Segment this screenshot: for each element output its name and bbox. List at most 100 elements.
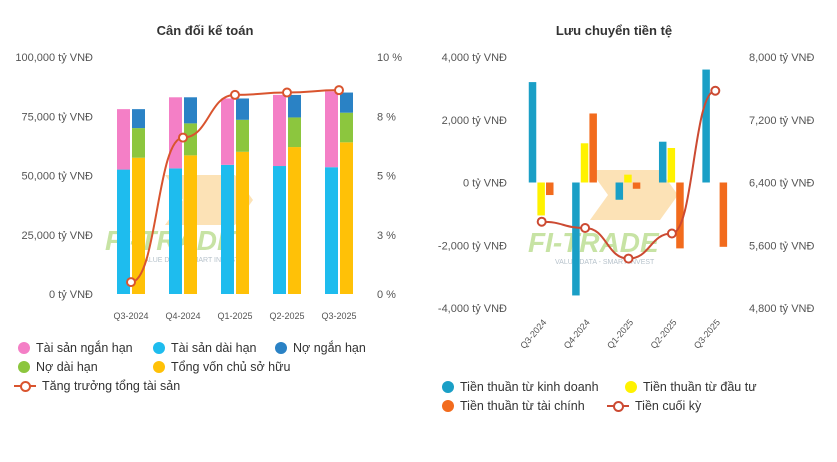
legend-item-tai-san-ngan-han[interactable]: Tài sản ngắn hạn: [18, 341, 133, 355]
bar-segment: [184, 123, 197, 156]
circle-icon: [18, 361, 30, 373]
legend-label: Tiền thuần từ tài chính: [460, 399, 585, 413]
bar-segment: [273, 166, 286, 294]
bar-segment: [288, 117, 301, 148]
bar-segment: [273, 94, 286, 167]
legend-item-no-ngan-han[interactable]: Nợ ngắn hạn: [275, 341, 366, 355]
y-tick-label: 100,000 tỷ VNĐ: [15, 52, 93, 64]
y2-tick-label: 10 %: [377, 52, 402, 64]
legend-item-tai-chinh[interactable]: Tiền thuần từ tài chính: [442, 399, 585, 413]
bar-segment: [288, 94, 301, 118]
y2-tick-label: 5 %: [377, 171, 396, 183]
bar-segment: [117, 109, 130, 170]
bar-segment: [236, 98, 249, 120]
growth-point: [178, 132, 188, 143]
x-tick-label: Q3-2024: [113, 311, 148, 321]
bar-segment: [340, 92, 353, 113]
bar-segment: [236, 151, 249, 294]
line-marker-icon: [607, 400, 629, 412]
balance-sheet-chart: 0 tỷ VNĐ 25,000 tỷ VNĐ 50,000 tỷ VNĐ 75,000…: [15, 52, 402, 321]
legend-label: Tiền cuối kỳ: [635, 399, 702, 413]
chart2-title: Lưu chuyển tiền tệ: [556, 23, 672, 38]
x-tick-label: Q3-2025: [321, 311, 356, 321]
bar: [572, 182, 580, 296]
bar-segment: [325, 167, 338, 294]
legend-label: Tăng trưởng tổng tài sản: [42, 379, 181, 393]
y2-tick-label: 7,200 tỷ VNĐ: [749, 115, 814, 127]
y-tick-label: 50,000 tỷ VNĐ: [21, 171, 93, 183]
bar-segment: [221, 164, 234, 294]
legend-item-tang-truong[interactable]: Tăng trưởng tổng tài sản: [14, 379, 180, 393]
legend-item-kinh-doanh[interactable]: Tiền thuần từ kinh doanh: [442, 380, 599, 394]
legend-label: Nợ ngắn hạn: [293, 341, 366, 355]
svg-text:VALUE DATA - SMART INVEST: VALUE DATA - SMART INVEST: [555, 259, 655, 266]
bar-segment: [132, 109, 145, 129]
legend-label: Tiền thuần từ đầu tư: [643, 380, 757, 394]
circle-icon: [275, 342, 287, 354]
chart1-title: Cân đối kế toán: [157, 23, 254, 38]
y2-tick-label: 3 %: [377, 230, 396, 242]
ending-cash-point: [580, 222, 591, 233]
ending-cash-line: [541, 89, 716, 260]
x-tick-label: Q4-2024: [165, 311, 200, 321]
x-tick-label: Q3-2024: [518, 317, 548, 350]
bar-segment: [288, 147, 301, 294]
legend-label: Tài sản ngắn hạn: [36, 341, 133, 355]
y2-tick-label: 8 %: [377, 111, 396, 123]
bar: [624, 174, 632, 183]
legend-item-no-dai-han[interactable]: Nợ dài hạn: [18, 360, 98, 374]
bar: [589, 113, 597, 183]
legend-label: Tiền thuần từ kinh doanh: [460, 380, 599, 394]
x-tick-label: Q1-2025: [217, 311, 252, 321]
circle-icon: [625, 381, 637, 393]
ending-cash-point: [536, 216, 547, 227]
bar-segment: [169, 168, 182, 294]
growth-point: [282, 87, 292, 98]
bar-segment: [236, 119, 249, 152]
bar-segment: [340, 142, 353, 294]
y2-tick-label: 0 %: [377, 289, 396, 301]
bar: [632, 182, 641, 189]
x-tick-label: Q4-2024: [562, 317, 592, 350]
bar-segment: [221, 98, 234, 165]
growth-line: [130, 89, 340, 284]
x-tick-label: Q1-2025: [605, 317, 635, 350]
bar: [546, 182, 554, 196]
legend-label: Tổng vốn chủ sở hữu: [171, 360, 291, 374]
circle-icon: [153, 361, 165, 373]
legend-item-dau-tu[interactable]: Tiền thuần từ đầu tư: [625, 380, 757, 394]
circle-icon: [442, 400, 454, 412]
growth-point: [126, 277, 136, 288]
bar-segment: [132, 157, 145, 294]
legend-item-tong-von-chu-so-huu[interactable]: Tổng vốn chủ sở hữu: [153, 360, 290, 374]
y2-tick-label: 6,400 tỷ VNĐ: [749, 178, 814, 190]
bar: [658, 141, 667, 183]
legend-label: Nợ dài hạn: [36, 360, 98, 374]
bar-segment: [340, 112, 353, 143]
bar: [719, 182, 728, 247]
svg-text:FI-TRADE: FI-TRADE: [528, 227, 660, 258]
bar-segment: [184, 97, 197, 124]
legend-item-tien-cuoi-ky[interactable]: Tiền cuối kỳ: [607, 399, 701, 413]
y-tick-label: -2,000 tỷ VNĐ: [438, 240, 507, 252]
line-marker-icon: [14, 380, 36, 392]
x-tick-label: Q2-2025: [649, 317, 679, 350]
y-tick-label: -4,000 tỷ VNĐ: [438, 303, 507, 315]
y-tick-label: 0 tỷ VNĐ: [463, 178, 507, 190]
bar: [676, 182, 684, 249]
ending-cash-point: [710, 85, 721, 96]
circle-icon: [153, 342, 165, 354]
legend-item-tai-san-dai-han[interactable]: Tài sản dài hạn: [153, 341, 256, 355]
y-tick-label: 0 tỷ VNĐ: [49, 289, 93, 301]
ending-cash-point: [666, 228, 677, 239]
circle-icon: [442, 381, 454, 393]
circle-icon: [18, 342, 30, 354]
y-tick-label: 2,000 tỷ VNĐ: [442, 115, 507, 127]
bar-segment: [169, 97, 182, 169]
y-tick-label: 4,000 tỷ VNĐ: [442, 52, 507, 64]
bar: [528, 82, 537, 183]
growth-point: [334, 85, 344, 96]
bar-segment: [325, 91, 338, 168]
x-tick-label: Q3-2025: [692, 317, 722, 350]
